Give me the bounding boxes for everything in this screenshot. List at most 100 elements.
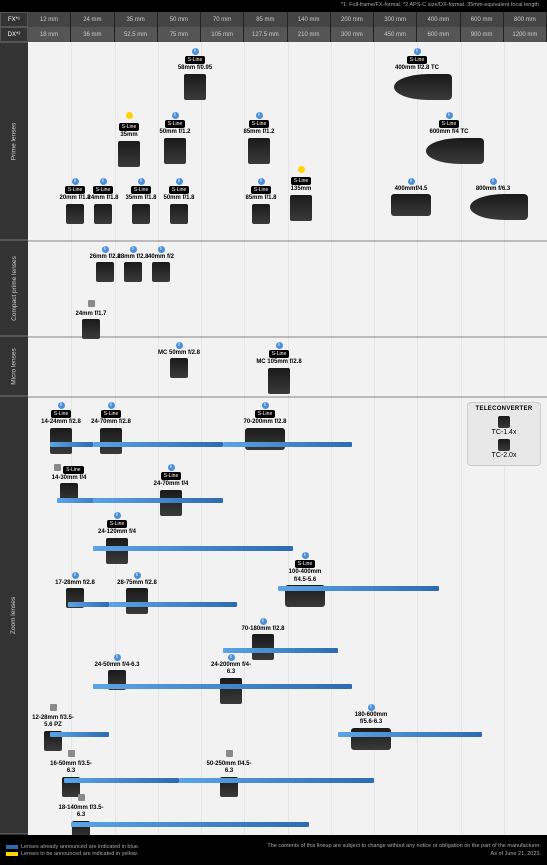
info-icon[interactable]: i (72, 178, 79, 185)
lens-label: 70-180mm f/2.8 (240, 626, 286, 633)
info-icon[interactable]: i (138, 178, 145, 185)
lens-label: 40mm f/2 (138, 254, 184, 261)
info-icon[interactable]: i (258, 178, 265, 185)
info-icon[interactable]: i (172, 112, 179, 119)
info-icon[interactable]: i (158, 246, 165, 253)
lens-label: 50mm f/1.2 (152, 129, 198, 136)
lens-item: 18-140mm f/3.5-6.3 (58, 794, 104, 841)
focal-cell: 900 mm (461, 27, 504, 42)
focal-cell: 12 mm (28, 12, 71, 27)
info-icon[interactable]: i (134, 572, 141, 579)
info-icon[interactable]: i (414, 48, 421, 55)
category-sidebar: Prime lensesCompact prime lensesMicro le… (0, 42, 28, 835)
focal-cell: 300 mm (331, 27, 374, 42)
lens-label: 100-400mm f/4.5-5.6 (282, 569, 328, 583)
info-icon[interactable]: i (58, 402, 65, 409)
info-icon[interactable]: i (168, 464, 175, 471)
lens-image (394, 74, 452, 100)
lens-label: 18-140mm f/3.5-6.3 (58, 805, 104, 819)
info-icon[interactable]: i (446, 112, 453, 119)
sline-badge: S-Line (101, 410, 121, 418)
info-icon[interactable]: i (368, 704, 375, 711)
info-icon[interactable]: i (408, 178, 415, 185)
lens-item: iS-LineMC 105mm f/2.8 (256, 342, 302, 394)
info-icon[interactable]: i (302, 552, 309, 559)
lens-item: i400mmf/4.5 (388, 178, 434, 216)
zoom-range-bar (338, 732, 482, 737)
info-icon[interactable]: i (108, 402, 115, 409)
sline-badge: S-Line (251, 186, 271, 194)
lens-label: 600mm f/4 TC (426, 129, 472, 136)
lens-image (82, 319, 100, 339)
legend-yellow-text: Lenses to be announced are indicated in … (21, 851, 138, 857)
info-icon[interactable]: i (228, 654, 235, 661)
dx-badge (88, 300, 95, 307)
dx-badge (78, 794, 85, 801)
lens-image (248, 138, 270, 164)
info-icon[interactable]: i (114, 512, 121, 519)
lens-image (170, 358, 188, 378)
info-icon[interactable]: i (176, 342, 183, 349)
tc-title: TELECONVERTER (471, 406, 537, 412)
sline-badge: S-Line (295, 560, 315, 568)
lens-label: 50mm f/1.8 (156, 195, 202, 202)
sline-badge: S-Line (131, 186, 151, 194)
teleconverter-box: TELECONVERTERTC-1.4xTC-2.0x (467, 402, 541, 466)
info-icon[interactable]: i (192, 48, 199, 55)
lens-label: 35mm (106, 132, 152, 139)
info-icon[interactable]: i (260, 618, 267, 625)
info-icon[interactable]: i (130, 246, 137, 253)
info-icon[interactable]: i (114, 654, 121, 661)
lens-image (268, 368, 290, 394)
dx-badge (226, 750, 233, 757)
sline-badge: S-Line (169, 186, 189, 194)
footer: Lenses already announced are indicated i… (0, 835, 547, 865)
lens-item: iS-Line24-70mm f/4 (148, 464, 194, 516)
focal-cell: 1200 mm (504, 27, 547, 42)
lens-label: 24-200mm f/4-6.3 (208, 662, 254, 676)
info-icon[interactable]: i (100, 178, 107, 185)
info-icon[interactable]: i (276, 342, 283, 349)
lens-item: i28-75mm f/2.8 (114, 572, 160, 614)
zoom-range-bar (50, 732, 109, 737)
sline-badge: S-Line (165, 120, 185, 128)
zoom-range-bar (50, 442, 93, 447)
sline-badge: S-Line (255, 410, 275, 418)
lens-image (220, 678, 242, 704)
zoom-range-bar (223, 648, 338, 653)
lens-item: S-Line135mm (278, 166, 324, 221)
lens-item: i180-600mm f/5.6-6.3 (348, 704, 394, 750)
dx-label: DX*² (0, 27, 28, 42)
lens-item: iS-Line24-120mm f/4 (94, 512, 140, 564)
tc-image (498, 439, 510, 451)
lens-image (470, 194, 528, 220)
focal-cell: 18 mm (28, 27, 71, 42)
lens-item: i24-200mm f/4-6.3 (208, 654, 254, 704)
info-icon[interactable]: i (72, 572, 79, 579)
lens-item: iS-Line50mm f/1.8 (156, 178, 202, 224)
sline-badge: S-Line (185, 56, 205, 64)
lens-label: 24-70mm f/2.8 (88, 419, 134, 426)
focal-cell: 105 mm (201, 27, 244, 42)
zoom-range-bar (64, 778, 179, 783)
lens-item: i800mm f/6.3 (470, 178, 516, 220)
focal-cell: 210 mm (288, 27, 331, 42)
lens-item: iS-Line600mm f/4 TC (426, 112, 472, 164)
zoom-range-bar (71, 822, 309, 827)
top-note: *1: Full-frame/FX-format. *2 APS-C size/… (341, 2, 539, 8)
info-icon[interactable]: i (262, 402, 269, 409)
category-micro: Micro lenses (0, 336, 28, 396)
lens-item: iS-Line58mm f/0.95 (172, 48, 218, 100)
info-icon[interactable]: i (102, 246, 109, 253)
info-icon[interactable]: i (176, 178, 183, 185)
focal-cell: 127.5 mm (244, 27, 287, 42)
info-icon[interactable]: i (490, 178, 497, 185)
info-icon[interactable]: i (256, 112, 263, 119)
tc-item: TC-2.0x (471, 439, 537, 459)
zoom-range-bar (179, 778, 374, 783)
dx-badge (68, 750, 75, 757)
focal-cell: 140 mm (288, 12, 331, 27)
lens-item: S-Line35mm (106, 112, 152, 167)
zoom-range-bar (93, 684, 353, 689)
lens-image (252, 204, 270, 224)
